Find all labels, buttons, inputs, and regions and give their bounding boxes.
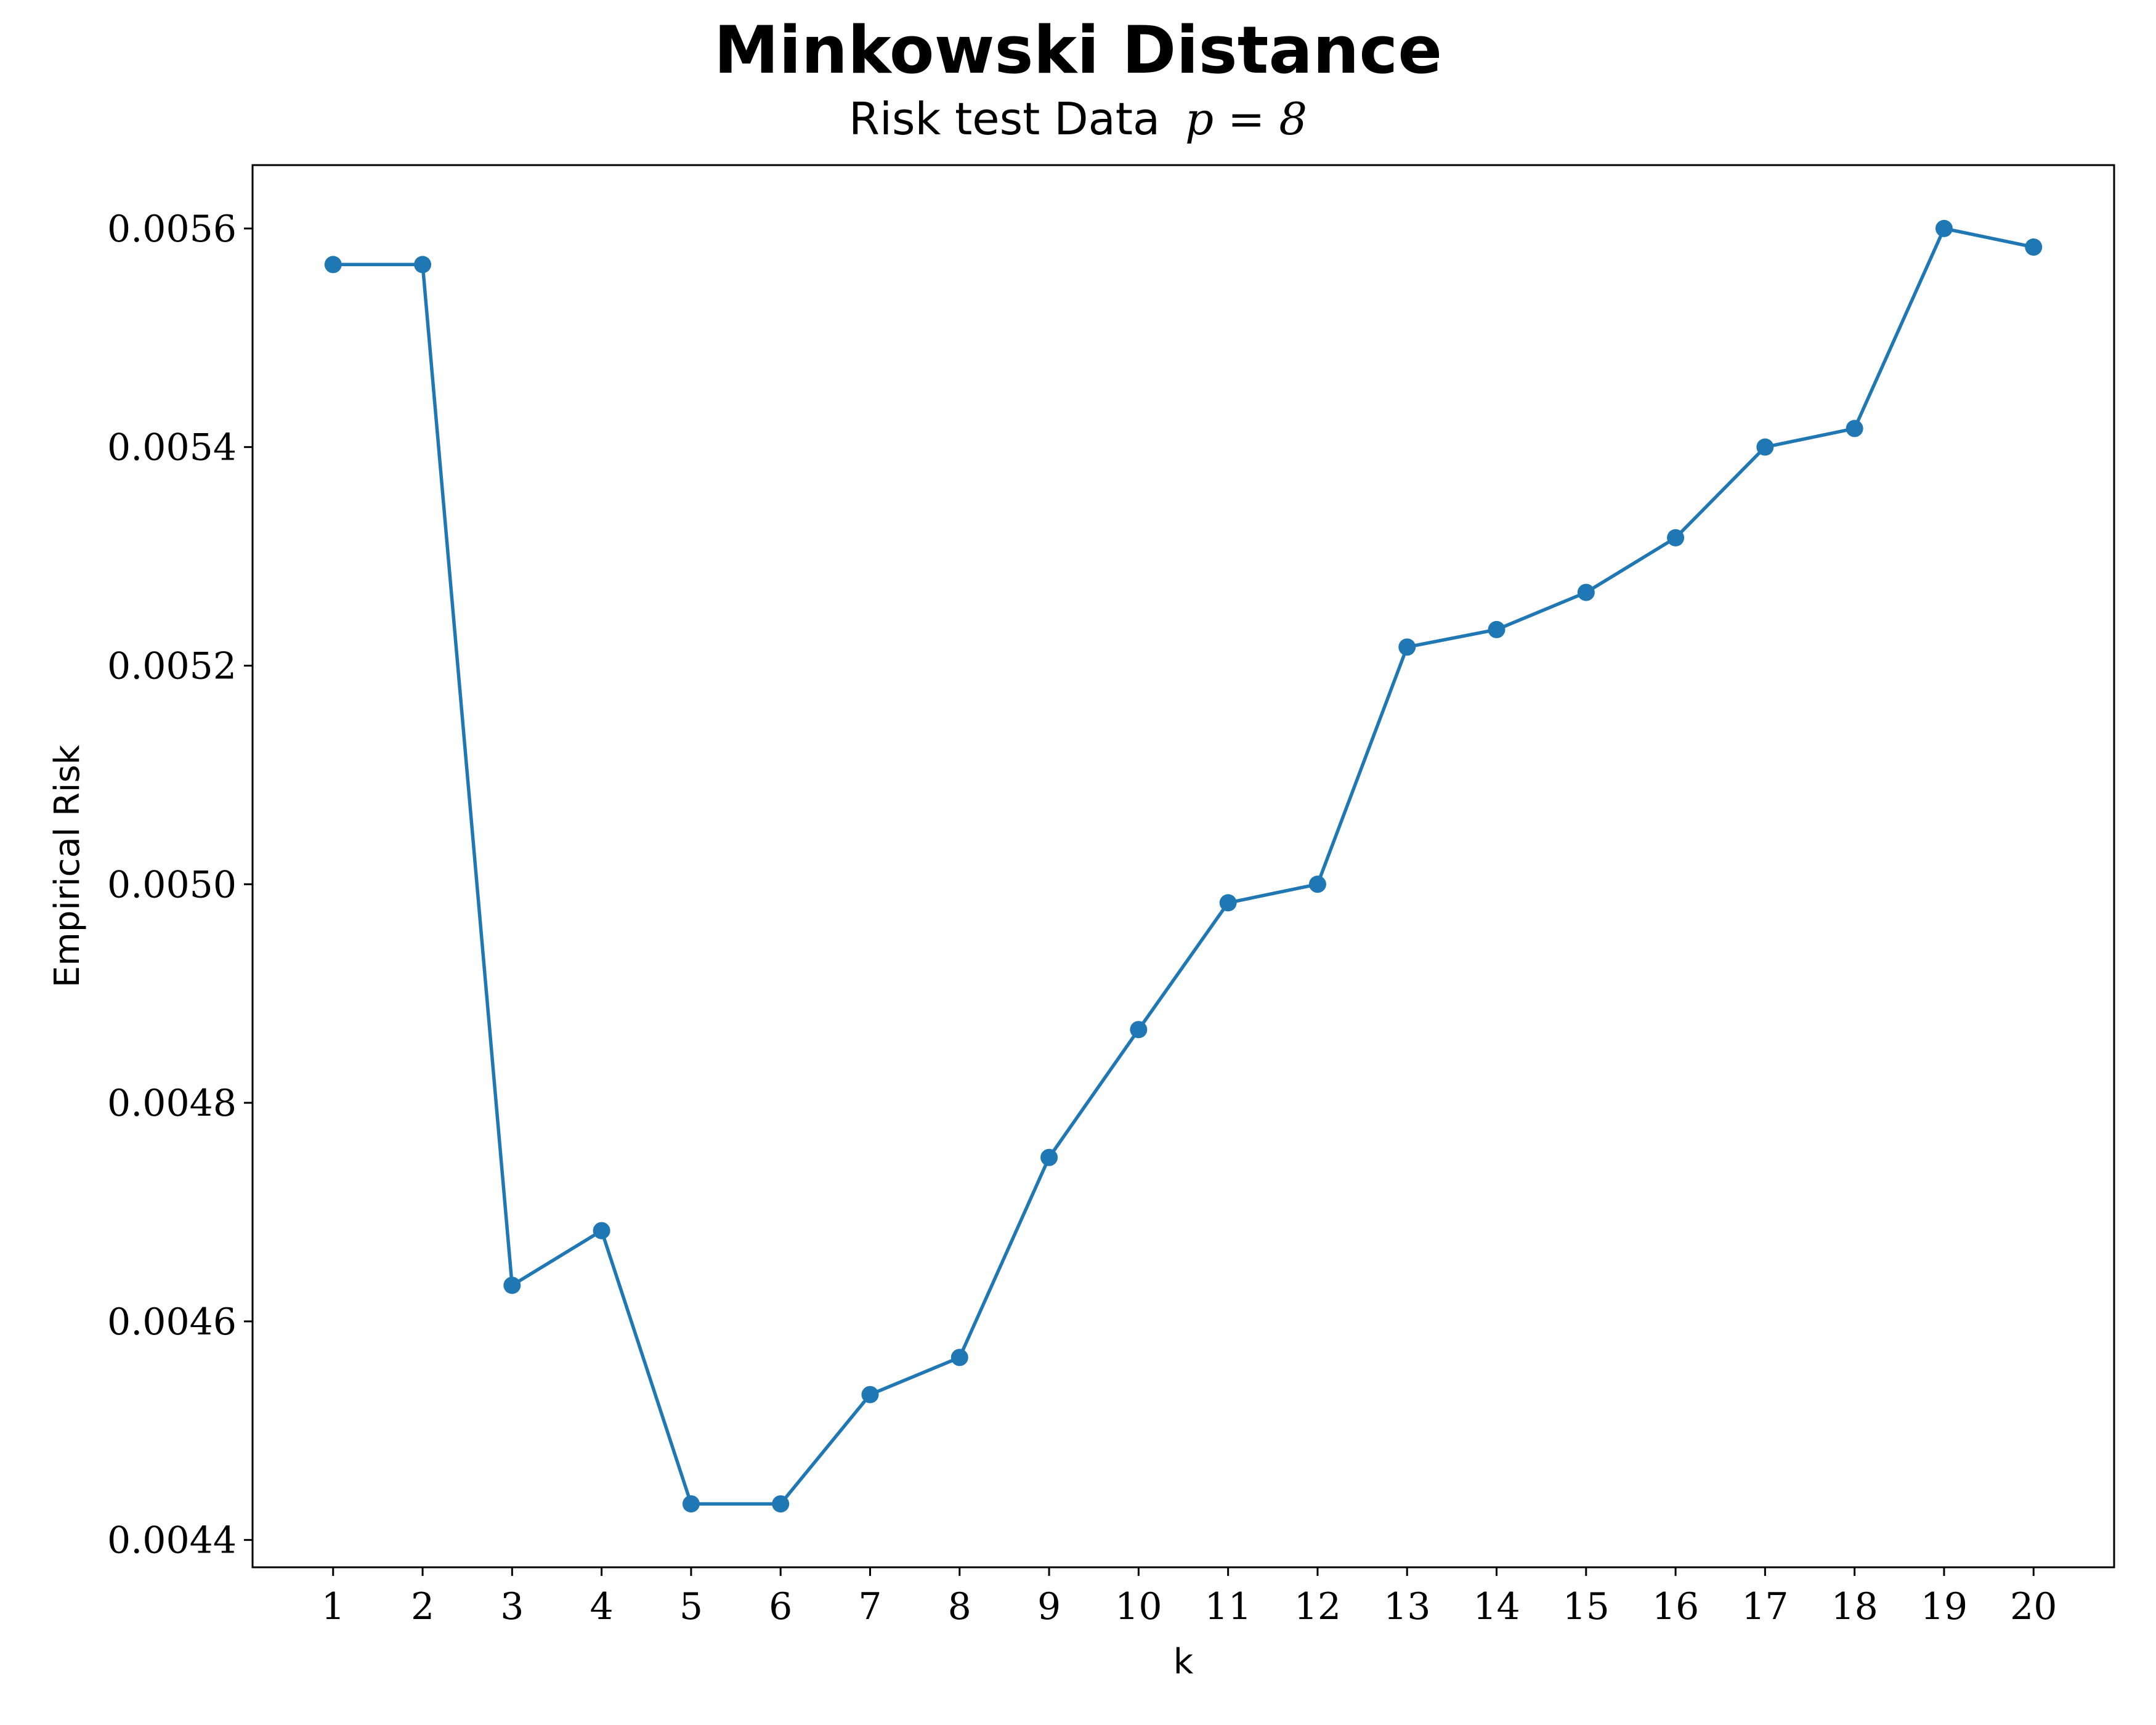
y-tick-label: 0.0044 xyxy=(107,1519,237,1562)
y-axis-label: Empirical Risk xyxy=(47,744,87,988)
x-tick-label: 15 xyxy=(1563,1585,1610,1628)
data-point xyxy=(1488,620,1506,638)
x-tick-label: 20 xyxy=(2010,1585,2057,1628)
data-point xyxy=(503,1276,521,1294)
y-tick-label: 0.0046 xyxy=(107,1301,237,1344)
x-axis: 1 2 3 4 5 6 7 8 9 10 11 12 13 14 15 16 17 18 19 20 xyxy=(322,1567,2057,1628)
data-point xyxy=(682,1495,700,1513)
y-tick-label: 0.0054 xyxy=(107,426,237,469)
x-axis-label: k xyxy=(1173,1642,1194,1682)
data-point xyxy=(1577,583,1595,601)
x-tick-label: 2 xyxy=(411,1585,434,1628)
data-point xyxy=(861,1386,879,1403)
x-tick-label: 13 xyxy=(1384,1585,1430,1628)
data-point xyxy=(1935,219,1953,237)
subtitle-math: p = 8 xyxy=(1185,93,1307,145)
chart-subtitle: Risk test Data p = 8 xyxy=(849,93,1307,145)
subtitle-text: Risk test Data xyxy=(849,93,1160,145)
x-tick-label: 8 xyxy=(948,1585,971,1628)
x-tick-label: 3 xyxy=(500,1585,524,1628)
series-line xyxy=(333,227,2034,1506)
data-point xyxy=(1846,420,1863,437)
x-tick-label: 9 xyxy=(1037,1585,1061,1628)
x-tick-label: 12 xyxy=(1294,1585,1341,1628)
x-tick-label: 6 xyxy=(769,1585,792,1628)
x-tick-label: 18 xyxy=(1831,1585,1878,1628)
x-tick-label: 7 xyxy=(858,1585,881,1628)
data-point xyxy=(1308,875,1326,893)
data-point xyxy=(1040,1148,1058,1166)
data-point xyxy=(1398,638,1416,656)
x-tick-label: 10 xyxy=(1115,1585,1162,1628)
chart-title: Minkowski Distance xyxy=(714,12,1442,88)
data-point xyxy=(324,256,342,274)
x-tick-label: 16 xyxy=(1652,1585,1699,1628)
plot-frame xyxy=(251,164,2115,1569)
data-point xyxy=(1219,894,1237,912)
data-point xyxy=(1130,1021,1148,1039)
data-point xyxy=(1756,438,1774,456)
x-tick-label: 17 xyxy=(1741,1585,1788,1628)
x-tick-label: 1 xyxy=(322,1585,345,1628)
y-tick-label: 0.0056 xyxy=(107,208,237,251)
data-point xyxy=(1667,529,1685,546)
data-point xyxy=(2025,238,2043,256)
x-tick-label: 11 xyxy=(1204,1585,1251,1628)
data-point xyxy=(772,1495,790,1513)
x-tick-label: 5 xyxy=(679,1585,703,1628)
series-layer xyxy=(324,219,2043,1513)
data-point xyxy=(950,1349,968,1366)
x-tick-label: 19 xyxy=(1921,1585,1968,1628)
y-tick-label: 0.0050 xyxy=(107,863,237,906)
x-tick-label: 14 xyxy=(1473,1585,1520,1628)
y-axis: 0.0044 0.0046 0.0048 0.0050 0.0052 0.0054 0.00… xyxy=(107,208,253,1562)
data-point xyxy=(593,1222,610,1240)
y-tick-label: 0.0048 xyxy=(107,1082,237,1125)
x-tick-label: 4 xyxy=(590,1585,614,1628)
y-tick-label: 0.0052 xyxy=(107,644,237,688)
data-point xyxy=(414,256,432,274)
